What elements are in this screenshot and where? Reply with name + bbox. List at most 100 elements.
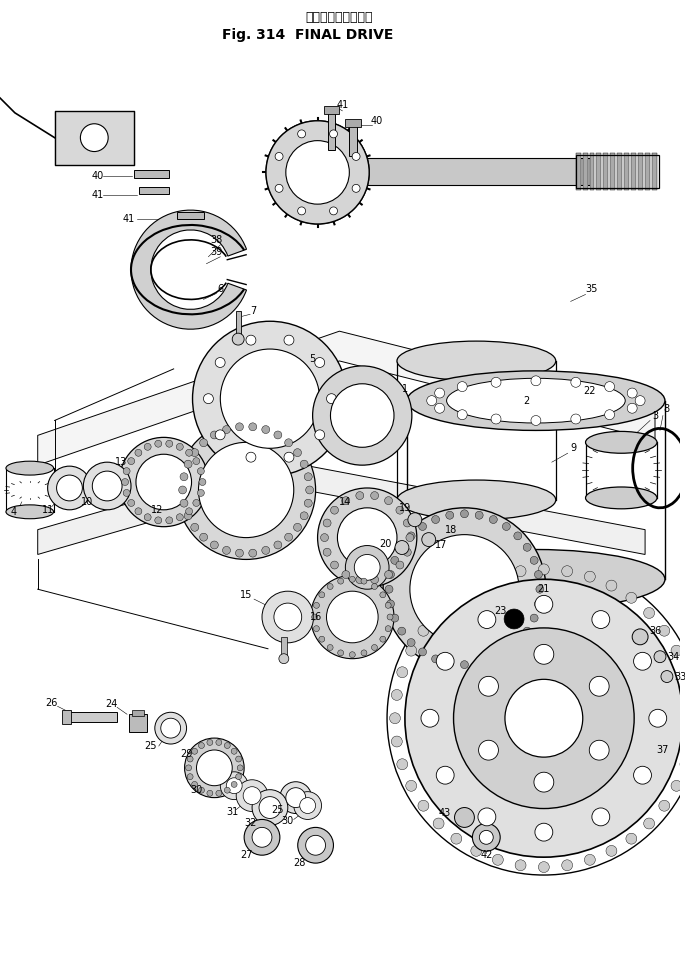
Text: 26: 26: [45, 698, 58, 708]
Circle shape: [407, 639, 415, 647]
Text: 8: 8: [664, 404, 670, 414]
Circle shape: [327, 393, 336, 404]
Bar: [610, 152, 615, 190]
Circle shape: [419, 648, 427, 655]
Circle shape: [380, 592, 386, 598]
Circle shape: [478, 808, 496, 825]
Circle shape: [323, 549, 331, 556]
Circle shape: [199, 479, 206, 486]
Circle shape: [266, 120, 369, 224]
Circle shape: [236, 550, 243, 557]
Circle shape: [418, 800, 429, 811]
Circle shape: [514, 639, 522, 647]
Circle shape: [523, 627, 531, 635]
Circle shape: [475, 659, 483, 667]
Text: 40: 40: [91, 171, 103, 182]
Circle shape: [489, 654, 497, 663]
Circle shape: [236, 422, 243, 431]
Text: 4: 4: [11, 507, 17, 517]
Text: 34: 34: [668, 652, 680, 661]
Circle shape: [286, 141, 349, 204]
Ellipse shape: [407, 371, 665, 430]
Bar: [349, 120, 358, 155]
Bar: [68, 713, 117, 722]
Text: 14: 14: [339, 497, 351, 507]
Circle shape: [298, 827, 334, 863]
Circle shape: [531, 376, 541, 385]
Circle shape: [661, 671, 673, 683]
Text: 21: 21: [538, 585, 550, 594]
Circle shape: [304, 499, 312, 507]
Circle shape: [406, 645, 416, 656]
Circle shape: [460, 510, 469, 518]
Circle shape: [207, 790, 213, 796]
Circle shape: [627, 403, 637, 414]
Circle shape: [534, 571, 543, 579]
Circle shape: [356, 491, 364, 499]
Circle shape: [216, 790, 222, 796]
Text: 41: 41: [336, 100, 349, 110]
Bar: [129, 715, 147, 732]
Bar: [575, 154, 659, 188]
Circle shape: [479, 830, 493, 844]
Text: 35: 35: [585, 285, 598, 294]
Circle shape: [244, 820, 280, 855]
Text: 1: 1: [402, 384, 408, 393]
Bar: [624, 152, 630, 190]
Circle shape: [562, 566, 573, 577]
Circle shape: [210, 541, 219, 549]
Circle shape: [451, 592, 462, 603]
Circle shape: [515, 566, 526, 577]
Circle shape: [473, 823, 500, 852]
Circle shape: [329, 207, 338, 215]
Circle shape: [236, 756, 242, 762]
Circle shape: [121, 479, 129, 486]
Bar: [327, 108, 336, 150]
Circle shape: [180, 473, 188, 481]
Circle shape: [300, 460, 308, 468]
Circle shape: [371, 584, 377, 589]
Circle shape: [199, 787, 204, 793]
Circle shape: [127, 499, 135, 507]
Circle shape: [312, 614, 318, 619]
Circle shape: [644, 818, 655, 829]
Circle shape: [300, 512, 308, 519]
Circle shape: [397, 667, 408, 678]
Text: 22: 22: [583, 385, 596, 396]
Circle shape: [634, 766, 651, 785]
Text: 29: 29: [180, 749, 192, 759]
Circle shape: [327, 591, 378, 643]
Polygon shape: [38, 331, 655, 465]
Circle shape: [634, 653, 651, 670]
Circle shape: [197, 468, 204, 475]
Circle shape: [606, 580, 617, 591]
Circle shape: [471, 580, 482, 591]
Circle shape: [190, 523, 199, 531]
Circle shape: [279, 653, 289, 663]
Text: 20: 20: [379, 539, 391, 549]
Ellipse shape: [397, 480, 556, 519]
Bar: [281, 637, 287, 656]
Circle shape: [306, 486, 314, 494]
Circle shape: [177, 420, 316, 559]
Circle shape: [446, 512, 453, 519]
Circle shape: [406, 534, 414, 542]
Circle shape: [80, 123, 108, 151]
Circle shape: [252, 827, 272, 848]
Circle shape: [635, 396, 645, 406]
Bar: [55, 111, 134, 165]
Circle shape: [221, 772, 248, 799]
Bar: [132, 710, 144, 717]
Circle shape: [331, 561, 338, 569]
Circle shape: [298, 207, 306, 215]
Circle shape: [534, 645, 553, 664]
Circle shape: [315, 357, 325, 367]
Circle shape: [654, 651, 666, 662]
Bar: [645, 152, 650, 190]
Circle shape: [327, 584, 333, 589]
Text: 41: 41: [91, 190, 103, 200]
Circle shape: [275, 152, 283, 160]
Text: 40: 40: [371, 116, 383, 126]
Circle shape: [323, 519, 331, 527]
Circle shape: [274, 541, 282, 549]
